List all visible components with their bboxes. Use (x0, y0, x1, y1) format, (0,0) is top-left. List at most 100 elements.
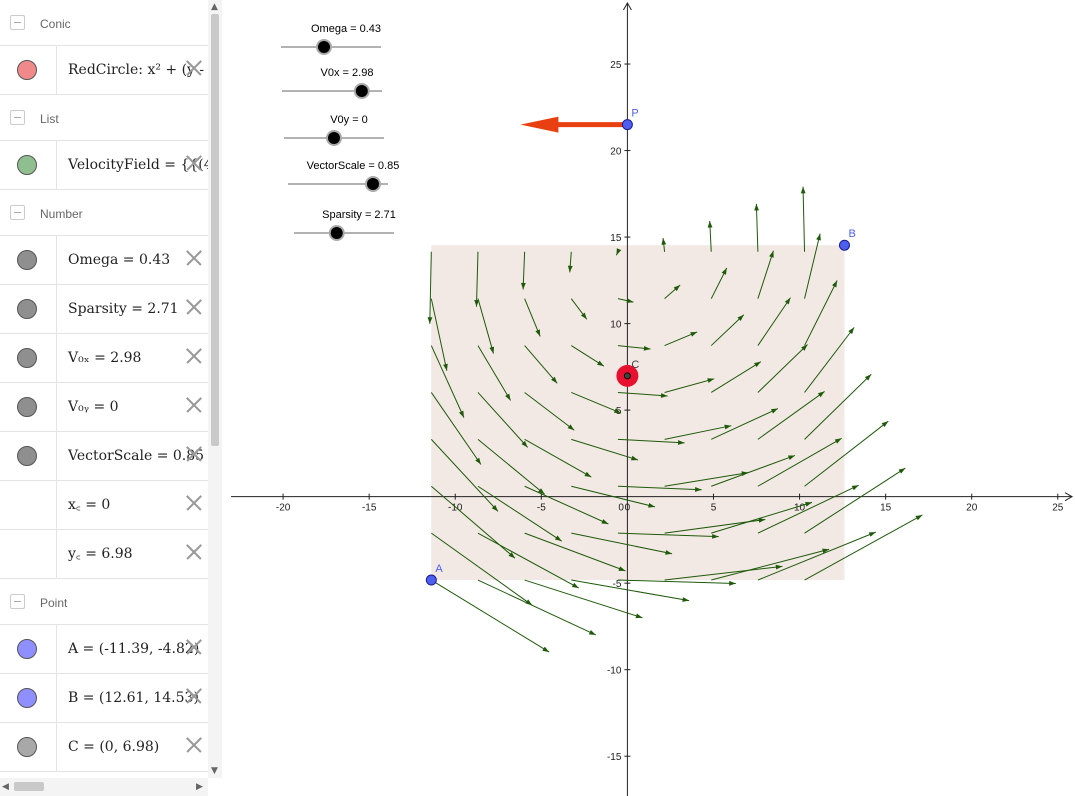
slider-knob[interactable] (328, 132, 340, 144)
delete-icon[interactable] (184, 395, 204, 415)
algebra-item-text[interactable]: V₀ₓ = 2.98 (68, 350, 142, 366)
vertical-scroll-thumb[interactable] (211, 14, 219, 446)
visibility-dot-icon[interactable] (17, 639, 37, 659)
visibility-dot-icon[interactable] (17, 60, 37, 80)
graphics-view[interactable]: -20-15-10-505101520250-15-10-5510152025A… (228, 0, 1075, 796)
delete-icon[interactable] (184, 493, 204, 513)
collapse-toggle-icon[interactable] (10, 594, 25, 609)
algebra-item-text[interactable]: VelocityField = {{(4.28, (68, 157, 208, 173)
delete-icon[interactable] (184, 297, 204, 317)
visibility-marker[interactable] (0, 432, 57, 480)
visibility-marker[interactable] (0, 674, 57, 722)
visibility-marker[interactable] (0, 383, 57, 431)
slider-knob[interactable] (355, 85, 368, 97)
delete-icon[interactable] (184, 58, 204, 78)
vertical-scrollbar[interactable]: ▲ ▼ (208, 0, 222, 778)
velocity-arrowhead-icon (770, 408, 778, 414)
algebra-item-redcircle[interactable]: RedCircle: x² + (y - 6.9 (0, 46, 208, 95)
algebra-item-text[interactable]: V₀ᵧ = 0 (68, 399, 119, 415)
velocity-vector (757, 437, 842, 487)
visibility-marker[interactable] (0, 481, 57, 529)
algebra-item-text[interactable]: C = (0, 6.98) (68, 739, 160, 755)
delete-icon[interactable] (184, 637, 204, 657)
delete-icon[interactable] (184, 735, 204, 755)
visibility-dot-icon[interactable] (17, 348, 37, 368)
algebra-item-vectorscale[interactable]: VectorScale = 0.85 (0, 432, 208, 481)
delete-icon[interactable] (184, 686, 204, 706)
visibility-marker[interactable] (0, 285, 57, 333)
algebra-item-xc[interactable]: x꜀ = 0 (0, 481, 208, 530)
velocity-vector (477, 532, 580, 589)
velocity-arrowhead-icon (601, 519, 609, 525)
velocity-arrowhead-icon (816, 233, 821, 241)
visibility-dot-icon[interactable] (17, 446, 37, 466)
group-header-number[interactable]: Number (0, 190, 208, 236)
algebra-item-point-a[interactable]: A = (-11.39, -4.82) (0, 625, 208, 674)
algebra-item-v0y[interactable]: V₀ᵧ = 0 (0, 383, 208, 432)
delete-icon[interactable] (184, 444, 204, 464)
group-header-list[interactable]: List (0, 95, 208, 141)
y-tick-label: -10 (607, 666, 622, 677)
visibility-marker[interactable] (0, 236, 57, 284)
visibility-dot-icon[interactable] (17, 299, 37, 319)
horizontal-scrollbar[interactable]: ◀ ▶ (0, 778, 208, 796)
delete-icon[interactable] (184, 153, 204, 173)
point-b[interactable] (838, 239, 850, 251)
algebra-item-text[interactable]: B = (12.61, 14.53) (68, 690, 199, 706)
algebra-item-text[interactable]: y꜀ = 6.98 (68, 546, 133, 562)
algebra-item-sparsity[interactable]: Sparsity = 2.71 (0, 285, 208, 334)
visibility-marker[interactable] (0, 334, 57, 382)
collapse-toggle-icon[interactable] (10, 15, 25, 30)
velocity-arrowhead-icon (661, 238, 667, 245)
visibility-marker[interactable] (0, 530, 57, 578)
velocity-vector (524, 345, 558, 384)
algebra-item-velocityfield[interactable]: VelocityField = {{(4.28, (0, 141, 208, 190)
coordinate-plane[interactable]: -20-15-10-505101520250-15-10-5510152025A… (228, 0, 1075, 796)
algebra-item-yc[interactable]: y꜀ = 6.98 (0, 530, 208, 579)
slider-knob[interactable] (367, 178, 379, 190)
horizontal-scroll-thumb[interactable] (14, 782, 44, 791)
visibility-dot-icon[interactable] (17, 737, 37, 757)
collapse-toggle-icon[interactable] (10, 205, 25, 220)
visibility-marker[interactable] (0, 46, 57, 94)
x-tick-label: -20 (276, 503, 291, 514)
algebra-view: Conic RedCircle: x² + (y - 6.9 List Velocit… (0, 0, 209, 778)
visibility-marker[interactable] (0, 723, 57, 771)
visibility-dot-icon[interactable] (17, 397, 37, 417)
scroll-right-arrow-icon[interactable]: ▶ (196, 782, 203, 792)
delete-icon[interactable] (184, 542, 204, 562)
velocity-arrowhead-icon (769, 250, 774, 258)
slider-knob[interactable] (318, 41, 330, 53)
scroll-up-arrow-icon[interactable]: ▲ (211, 2, 218, 12)
algebra-item-text[interactable]: VectorScale = 0.85 (68, 448, 205, 464)
delete-icon[interactable] (184, 248, 204, 268)
point-a[interactable] (425, 574, 437, 586)
visibility-dot-icon[interactable] (17, 250, 37, 270)
delete-icon[interactable] (184, 346, 204, 366)
algebra-item-text[interactable]: Omega = 0.43 (68, 252, 171, 268)
velocity-vector (664, 472, 749, 487)
algebra-item-text[interactable]: RedCircle: x² + (y - 6.9 (68, 62, 208, 78)
scroll-left-arrow-icon[interactable]: ◀ (2, 782, 9, 792)
algebra-item-text[interactable]: Sparsity = 2.71 (68, 301, 179, 317)
slider-knob[interactable] (330, 227, 343, 239)
velocity-vector (664, 425, 732, 440)
visibility-marker[interactable] (0, 625, 57, 673)
algebra-item-omega[interactable]: Omega = 0.43 (0, 236, 208, 285)
group-header-point[interactable]: Point (0, 579, 208, 625)
point-p[interactable] (621, 119, 633, 131)
group-label: Conic (40, 17, 71, 31)
algebra-item-v0x[interactable]: V₀ₓ = 2.98 (0, 334, 208, 383)
group-header-conic[interactable]: Conic (0, 0, 208, 46)
collapse-toggle-icon[interactable] (10, 110, 25, 125)
visibility-dot-icon[interactable] (17, 155, 37, 175)
algebra-item-point-b[interactable]: B = (12.61, 14.53) (0, 674, 208, 723)
algebra-item-text[interactable]: x꜀ = 0 (68, 497, 111, 513)
velocity-vector (475, 251, 479, 307)
visibility-dot-icon[interactable] (17, 688, 37, 708)
scroll-down-arrow-icon[interactable]: ▼ (211, 766, 218, 776)
visibility-marker[interactable] (0, 141, 57, 189)
algebra-item-text[interactable]: A = (-11.39, -4.82) (68, 641, 200, 657)
algebra-item-point-c[interactable]: C = (0, 6.98) (0, 723, 208, 772)
point-c[interactable] (623, 372, 631, 380)
